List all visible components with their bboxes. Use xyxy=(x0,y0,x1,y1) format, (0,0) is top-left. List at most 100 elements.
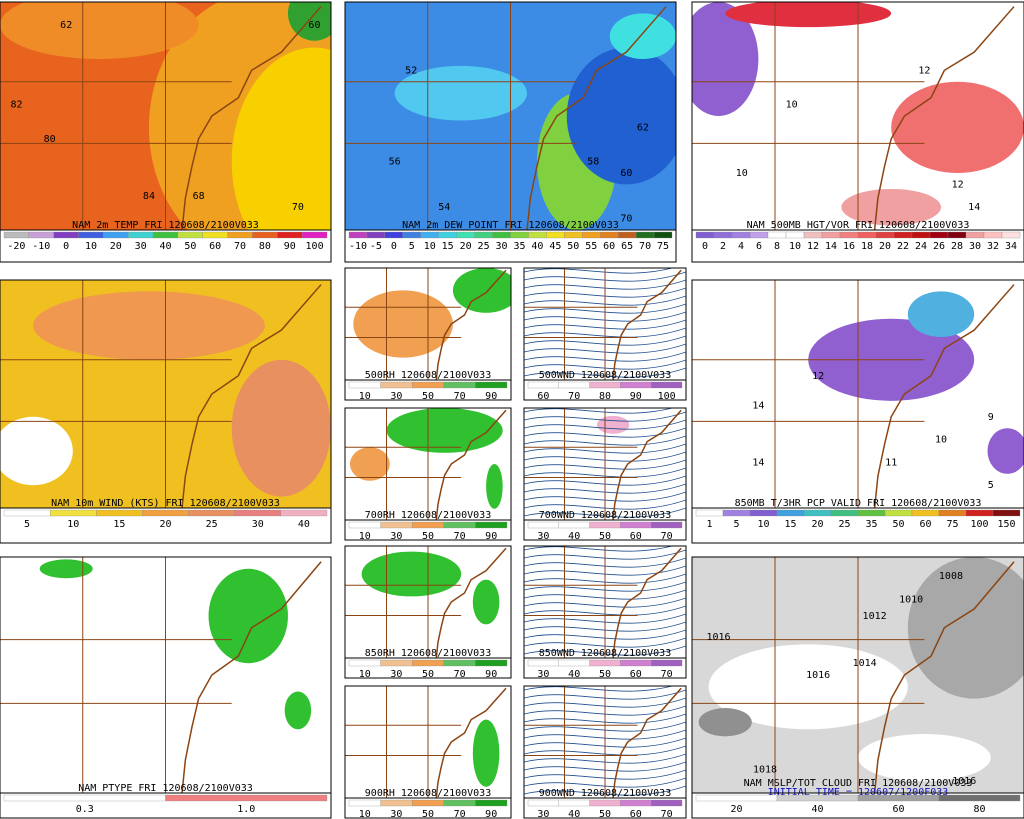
field-shading xyxy=(231,47,331,230)
colorbar-cell xyxy=(589,799,621,807)
streamline xyxy=(524,549,686,560)
panel-title: NAM 10m WIND (KTS) FRI 120608/2100V033 xyxy=(51,498,280,509)
colorbar-cell xyxy=(722,509,751,517)
colorbar-cell xyxy=(78,231,104,239)
streamline xyxy=(524,459,686,470)
map xyxy=(345,268,511,380)
colorbar-cell xyxy=(412,659,444,667)
streamline xyxy=(524,557,686,568)
streamline xyxy=(524,499,686,510)
colorbar-cell xyxy=(475,799,508,807)
contour-label: 56 xyxy=(389,157,401,168)
contour-label: 9 xyxy=(988,412,994,423)
colorbar-label: 20 xyxy=(110,241,122,252)
map: 12 14 14 11 9 10 5 xyxy=(692,280,1024,508)
colorbar-label: -20 xyxy=(7,241,25,252)
colorbar-cell xyxy=(965,231,985,239)
colorbar-label: 45 xyxy=(549,241,561,252)
colorbar-label: 50 xyxy=(422,809,434,819)
colorbar-cell xyxy=(412,799,444,807)
colorbar-label: 90 xyxy=(630,391,642,402)
colorbar-label: 70 xyxy=(454,391,466,402)
colorbar-label: 30 xyxy=(135,241,147,252)
contour-label: 14 xyxy=(752,457,764,468)
contour-label: 1018 xyxy=(753,764,777,775)
colorbar-label: 32 xyxy=(987,241,999,252)
colorbar-cell xyxy=(589,381,621,389)
colorbar-cell xyxy=(857,509,886,517)
colorbar-label: 10 xyxy=(757,519,769,530)
panel-title: 900RH 120608/2100V033 xyxy=(365,788,491,799)
colorbar-cell xyxy=(202,231,228,239)
streamline xyxy=(524,605,686,616)
colorbar-label: 70 xyxy=(454,809,466,819)
colorbar-cell xyxy=(384,231,403,239)
map: 1008 1010 1012 1014 1016 1018 1016 1016 xyxy=(692,557,1024,793)
colorbar-cell xyxy=(651,381,683,389)
map: 56 54 52 58 60 62 70 xyxy=(345,2,676,230)
colorbar-cell xyxy=(227,231,253,239)
colorbar-label: 60 xyxy=(537,391,549,402)
colorbar-cell xyxy=(911,231,931,239)
colorbar-label: 0 xyxy=(702,241,708,252)
colorbar-cell xyxy=(142,509,189,517)
map-panel: 900RH 120608/2100V033 10 30 50 70 90 xyxy=(344,685,512,819)
streamline xyxy=(524,721,686,732)
colorbar-label: 30 xyxy=(537,531,549,542)
colorbar-cell xyxy=(929,231,949,239)
colorbar-cell xyxy=(589,659,621,667)
colorbar-label: 30 xyxy=(496,241,508,252)
colorbar-label: 50 xyxy=(599,809,611,819)
colorbar-label: 60 xyxy=(630,809,642,819)
colorbar-label: 24 xyxy=(915,241,927,252)
colorbar-cell xyxy=(3,509,51,517)
coastline xyxy=(873,284,1015,508)
contour-label: 58 xyxy=(587,157,599,168)
colorbar-cell xyxy=(475,659,508,667)
colorbar-cell xyxy=(456,231,475,239)
coastline xyxy=(181,284,322,508)
streamline xyxy=(524,343,686,354)
contour-label: 82 xyxy=(11,100,23,111)
field-shading xyxy=(33,291,265,360)
streamline xyxy=(524,753,686,764)
panel-border xyxy=(523,797,687,819)
colorbar-label: 70 xyxy=(568,391,580,402)
colorbar-label: 40 xyxy=(531,241,543,252)
contour-label: 12 xyxy=(812,371,824,382)
colorbar-label: 50 xyxy=(599,669,611,680)
colorbar-label: 70 xyxy=(639,241,651,252)
panel-border xyxy=(0,507,332,544)
colorbar-label: 90 xyxy=(485,391,497,402)
streamline xyxy=(524,491,686,502)
colorbar-cell xyxy=(600,231,619,239)
field-shading xyxy=(566,47,676,185)
panel-border xyxy=(523,519,687,541)
colorbar-label: 1.0 xyxy=(237,804,255,815)
colorbar-label: 50 xyxy=(567,241,579,252)
contour-label: 60 xyxy=(308,20,320,31)
colorbar-label: 60 xyxy=(630,531,642,542)
colorbar-cell xyxy=(749,509,778,517)
panel-title: 700WND 120608/2100V033 xyxy=(539,510,671,521)
streamline xyxy=(524,427,686,438)
colorbar-label: 0.3 xyxy=(76,804,94,815)
panel-title: 850MB T/3HR PCP VALID FRI 120608/2100V03… xyxy=(735,498,982,509)
field-shading xyxy=(353,290,453,358)
panel-border xyxy=(344,229,677,263)
streamline xyxy=(524,451,686,462)
colorbar-label: -5 xyxy=(370,241,382,252)
field-shading xyxy=(452,268,511,313)
streamline xyxy=(524,621,686,632)
panel-title: NAM PTYPE FRI 120608/2100V033 xyxy=(78,783,253,794)
streamline xyxy=(524,351,686,362)
streamline xyxy=(524,697,686,708)
colorbar-label: 15 xyxy=(784,519,796,530)
colorbar-cell xyxy=(348,659,381,667)
colorbar-cell xyxy=(651,659,683,667)
map-panel: 700WND 120608/2100V033 30 40 50 60 70 xyxy=(523,407,687,542)
streamline xyxy=(524,311,686,322)
colorbar-cell xyxy=(443,381,476,389)
colorbar-cell xyxy=(938,794,1021,802)
colorbar-label: 30 xyxy=(969,241,981,252)
